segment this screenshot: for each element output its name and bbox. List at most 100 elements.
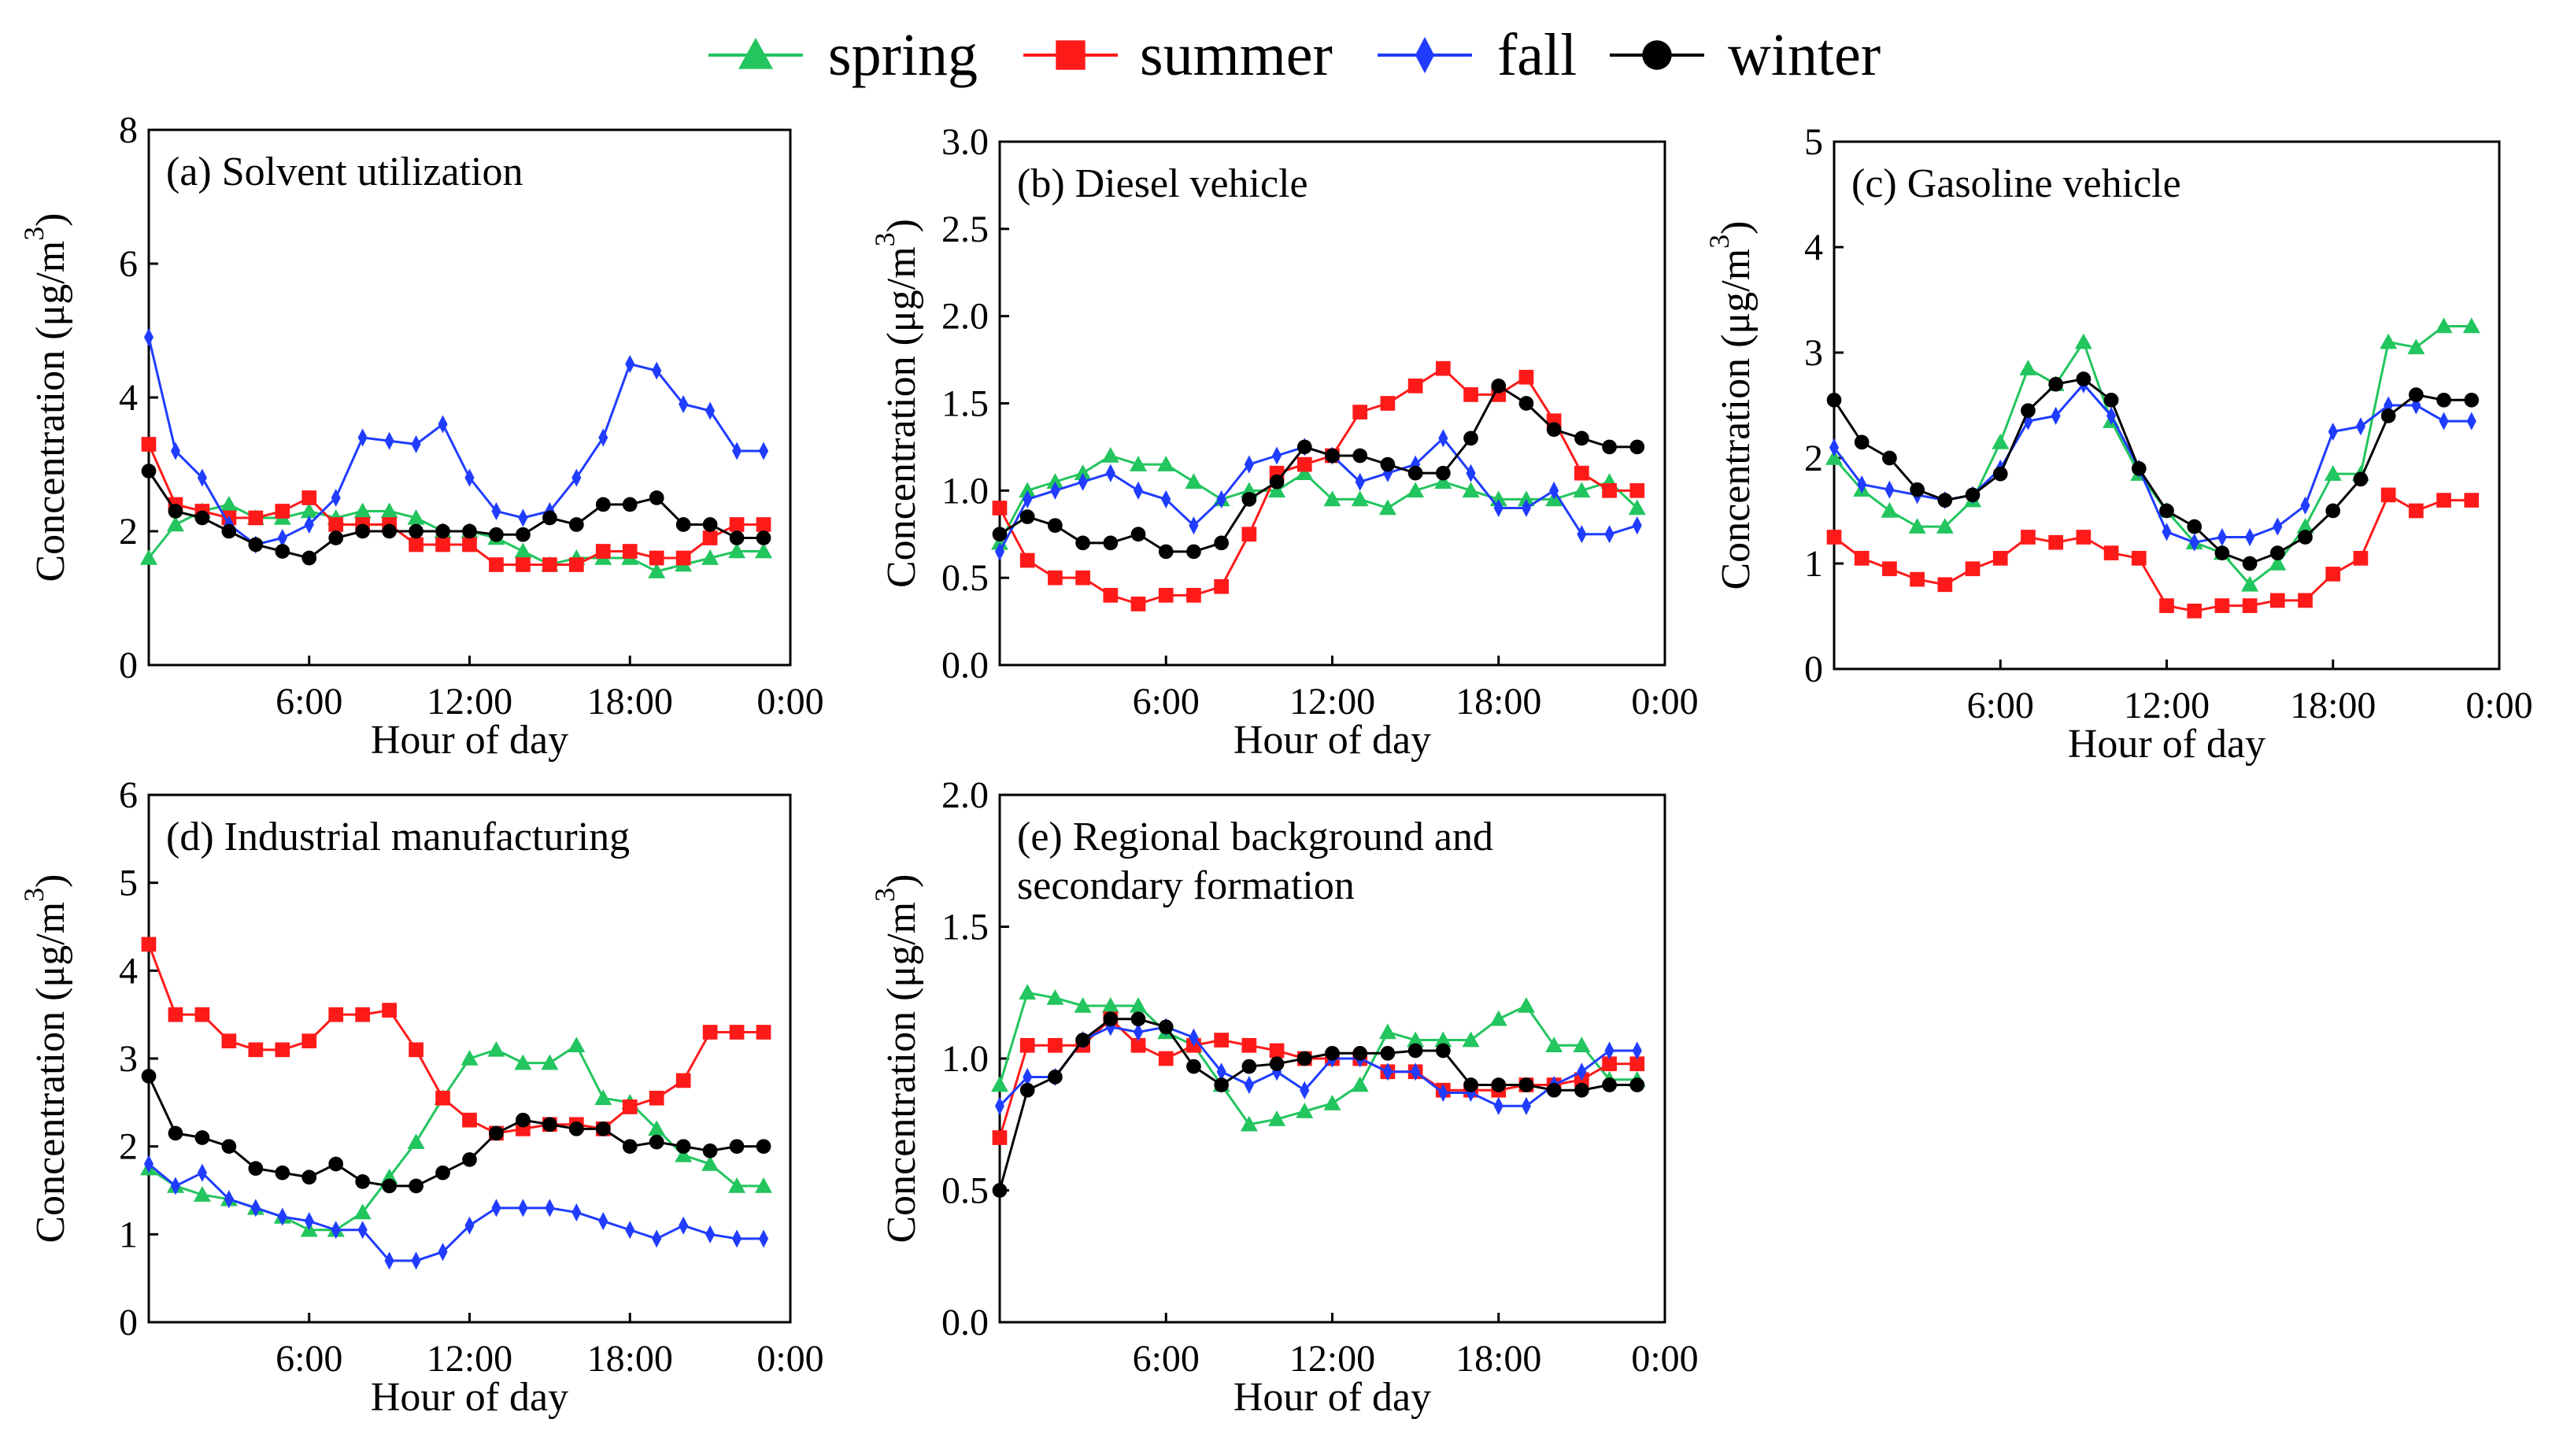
data-point-winter: [622, 1139, 638, 1155]
series-line-winter: [998, 1018, 1637, 1191]
data-point-summer: [675, 550, 691, 566]
series-line-fall: [148, 1162, 764, 1262]
data-point-winter: [2380, 408, 2396, 423]
data-point-summer: [1214, 1033, 1230, 1048]
y-axis-label: Concentration (μg/m3): [1703, 221, 1759, 590]
data-point-winter: [1380, 1045, 1396, 1061]
legend-label-summer: summer: [1140, 22, 1333, 88]
data-point-spring: [514, 542, 532, 559]
data-point-fall: [705, 401, 716, 420]
series-line-winter: [999, 384, 1637, 553]
y-tick-label: 2: [119, 511, 138, 552]
y-tick-label: 1.0: [941, 1038, 989, 1080]
data-point-fall: [758, 442, 769, 460]
data-point-summer: [2159, 598, 2174, 613]
data-point-winter: [2409, 387, 2424, 402]
data-point-winter: [516, 527, 531, 542]
legend-entry-winter: winter: [1610, 22, 1881, 88]
data-point-fall: [705, 1225, 716, 1244]
x-tick-label: 18:00: [1455, 1338, 1541, 1380]
data-point-winter: [675, 517, 691, 532]
data-point-winter: [1435, 465, 1451, 481]
data-point-spring: [1378, 499, 1396, 516]
data-point-fall: [1189, 516, 1199, 535]
data-point-summer: [2409, 503, 2424, 519]
series-line-summer: [1833, 493, 2472, 612]
data-point-winter: [1629, 439, 1645, 455]
data-point-fall: [1632, 1041, 1642, 1060]
y-tick-label: 5: [119, 863, 138, 904]
data-point-spring: [1825, 449, 1843, 465]
data-point-spring: [1351, 490, 1369, 507]
x-axis-label: Hour of day: [371, 1375, 568, 1420]
data-point-summer: [1854, 550, 1870, 566]
data-point-summer: [2242, 598, 2258, 613]
data-point-winter: [1407, 465, 1423, 481]
data-point-winter: [1158, 544, 1174, 560]
data-point-summer: [2269, 593, 2285, 608]
data-point-fall: [2328, 422, 2338, 442]
data-point-spring: [1407, 1031, 1425, 1048]
data-point-fall: [1050, 481, 1060, 500]
data-point-spring: [1101, 997, 1119, 1013]
data-point-fall: [1300, 1081, 1310, 1099]
data-point-spring: [1019, 482, 1037, 498]
data-point-winter: [2048, 376, 2064, 392]
data-point-spring: [300, 502, 318, 519]
data-point-winter: [2131, 461, 2147, 476]
data-point-summer: [649, 550, 664, 566]
x-tick-label: 6:00: [1967, 685, 2034, 726]
data-point-winter: [248, 1161, 264, 1176]
data-point-summer: [301, 490, 317, 505]
y-tick-label: 0.5: [941, 1170, 989, 1212]
data-point-summer: [622, 1099, 638, 1114]
data-point-winter: [1269, 474, 1285, 490]
data-point-summer: [435, 1090, 450, 1106]
data-point-fall: [1521, 498, 1532, 518]
data-point-summer: [2076, 530, 2092, 545]
y-axis-label: Concentration (μg/m3): [869, 874, 924, 1244]
data-point-spring: [1545, 1037, 1563, 1053]
data-point-summer: [2325, 567, 2341, 582]
data-point-summer: [595, 544, 611, 559]
data-point-fall: [652, 361, 662, 380]
x-tick-label: 12:00: [1289, 681, 1375, 722]
data-point-winter: [1325, 1045, 1340, 1061]
data-point-summer: [409, 537, 423, 552]
data-point-summer: [1826, 530, 1842, 545]
data-point-winter: [301, 1170, 317, 1185]
data-point-summer: [1214, 578, 1230, 594]
data-point-summer: [1075, 570, 1090, 586]
data-point-spring: [1323, 490, 1341, 507]
series-winter: [141, 464, 771, 566]
data-point-spring: [1936, 518, 1954, 534]
series-summer: [992, 1011, 1645, 1145]
data-point-winter: [1158, 1019, 1174, 1035]
data-point-summer: [409, 1042, 423, 1058]
data-point-spring: [1101, 447, 1119, 463]
data-point-spring: [140, 549, 157, 565]
data-point-spring: [1268, 1110, 1286, 1126]
data-point-winter: [2464, 392, 2480, 408]
data-point-spring: [353, 1203, 372, 1220]
data-point-summer: [462, 1112, 477, 1128]
panel-title: (e) Regional background and: [1017, 815, 1493, 859]
data-point-fall: [357, 428, 368, 447]
data-point-spring: [1240, 1115, 1258, 1132]
series-winter: [992, 378, 1645, 560]
data-point-spring: [755, 1177, 773, 1193]
data-point-fall: [571, 1203, 582, 1221]
legend-marker-winter: [1642, 40, 1672, 70]
data-point-spring: [166, 516, 184, 532]
data-point-spring: [701, 549, 719, 565]
data-point-fall: [304, 515, 314, 534]
data-point-fall: [994, 542, 1005, 561]
data-point-spring: [353, 502, 372, 519]
data-point-winter: [1019, 1082, 1035, 1098]
series-summer: [1826, 487, 2480, 619]
data-point-fall: [1604, 525, 1614, 544]
data-point-fall: [598, 428, 608, 447]
data-point-summer: [141, 937, 157, 952]
data-point-fall: [143, 327, 154, 347]
data-point-winter: [1518, 396, 1534, 411]
